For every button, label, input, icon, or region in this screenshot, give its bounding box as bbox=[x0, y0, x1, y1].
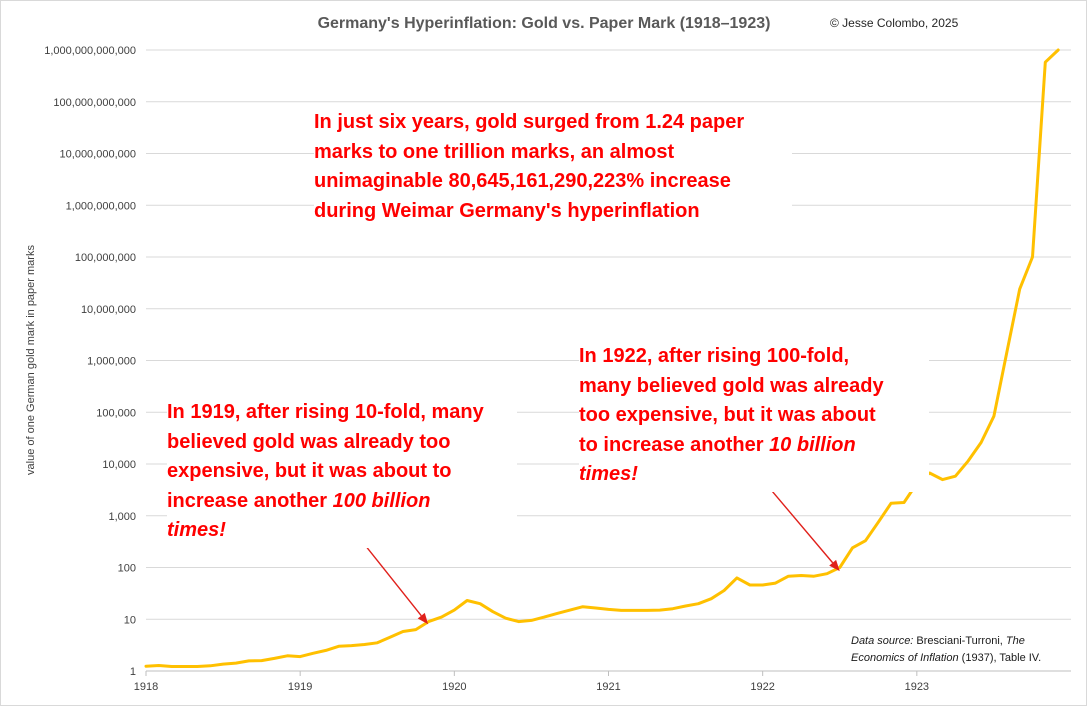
y-tick-label: 10,000,000 bbox=[81, 304, 136, 316]
source-italic-b: Economics of Inflation bbox=[851, 652, 959, 664]
annotation-1922-emphasis: 10 billion bbox=[769, 433, 856, 456]
x-tick-label: 1923 bbox=[905, 681, 929, 693]
x-tick-label: 1919 bbox=[288, 681, 312, 693]
annotation-main-line: marks to one trillion marks, an almost bbox=[314, 140, 675, 163]
annotation-1922-line: many believed gold was already bbox=[579, 374, 884, 397]
y-tick-label: 100,000 bbox=[96, 407, 136, 419]
annotation-main-line: unimaginable 80,645,161,290,223% increas… bbox=[314, 170, 731, 192]
y-tick-label: 1,000,000 bbox=[87, 356, 136, 368]
annotation-1922-prefix: to increase another bbox=[579, 433, 770, 456]
credit-text: © Jesse Colombo, 2025 bbox=[830, 16, 959, 30]
y-tick-label: 10 bbox=[124, 614, 136, 626]
y-tick-label: 100 bbox=[118, 563, 136, 575]
annotation-1919: In 1919, after rising 10-fold, many beli… bbox=[167, 396, 517, 548]
y-axis-ticks: 1 10 100 1,000 10,000 100,000 1,000,000 10,000,… bbox=[44, 45, 136, 678]
annotation-1919-emphasis: 100 billion bbox=[332, 489, 431, 512]
annotation-1919-line: In 1919, after rising 10-fold, many bbox=[167, 401, 484, 423]
annotation-main: In just six years, gold surged from 1.24… bbox=[314, 106, 792, 228]
source-italic-a: The bbox=[1005, 635, 1025, 647]
series-layer bbox=[144, 48, 1060, 668]
series-line-gold-price bbox=[144, 48, 1060, 668]
data-source-note: Data source: Bresciani-Turroni, The Econ… bbox=[851, 633, 1081, 667]
annotation-1922-line: to increase another 10 billion bbox=[579, 431, 929, 461]
annotation-arrow-head bbox=[829, 559, 840, 572]
annotation-1922-line: In 1922, after rising 100-fold, bbox=[579, 345, 850, 367]
source-text-b: (1937), Table IV. bbox=[958, 652, 1042, 664]
y-tick-label: 100,000,000 bbox=[75, 252, 136, 264]
annotation-1922-line: too expensive, but it was about bbox=[579, 404, 876, 426]
y-tick-label: 10,000 bbox=[102, 459, 136, 471]
annotation-1919-line: increase another 100 billion bbox=[167, 487, 517, 517]
y-tick-label: 10,000,000,000 bbox=[60, 149, 136, 161]
annotation-main-line: during Weimar Germany's hyperinflation bbox=[314, 199, 700, 222]
x-tick-label: 1922 bbox=[750, 681, 774, 693]
y-tick-label: 1,000,000,000,000 bbox=[44, 45, 136, 57]
annotation-1919-tail: times! bbox=[167, 519, 226, 541]
source-text-a: Bresciani-Turroni, bbox=[913, 635, 1006, 647]
annotation-1919-line: expensive, but it was about to bbox=[167, 460, 452, 482]
annotation-1919-line: believed gold was already too bbox=[167, 430, 451, 453]
x-axis-ticks: 1918 1919 1920 1921 1922 1923 bbox=[134, 671, 929, 693]
y-tick-label: 1,000 bbox=[108, 511, 136, 523]
annotation-1922: In 1922, after rising 100-fold, many bel… bbox=[579, 340, 929, 492]
y-tick-label: 100,000,000,000 bbox=[53, 97, 136, 109]
y-tick-label: 1 bbox=[130, 666, 136, 678]
x-tick-label: 1921 bbox=[596, 681, 620, 693]
source-label: Data source: bbox=[851, 635, 914, 647]
annotation-main-line: In just six years, gold surged from 1.24… bbox=[314, 111, 745, 133]
annotation-1922-tail: times! bbox=[579, 463, 638, 485]
x-tick-label: 1920 bbox=[442, 681, 466, 693]
annotation-1919-prefix: increase another bbox=[167, 489, 333, 512]
y-tick-label: 1,000,000,000 bbox=[66, 200, 136, 212]
y-axis-label: value of one German gold mark in paper m… bbox=[25, 245, 37, 475]
annotation-arrow-head bbox=[417, 612, 429, 625]
x-tick-label: 1918 bbox=[134, 681, 158, 693]
chart-title: Germany's Hyperinflation: Gold vs. Paper… bbox=[318, 15, 771, 32]
